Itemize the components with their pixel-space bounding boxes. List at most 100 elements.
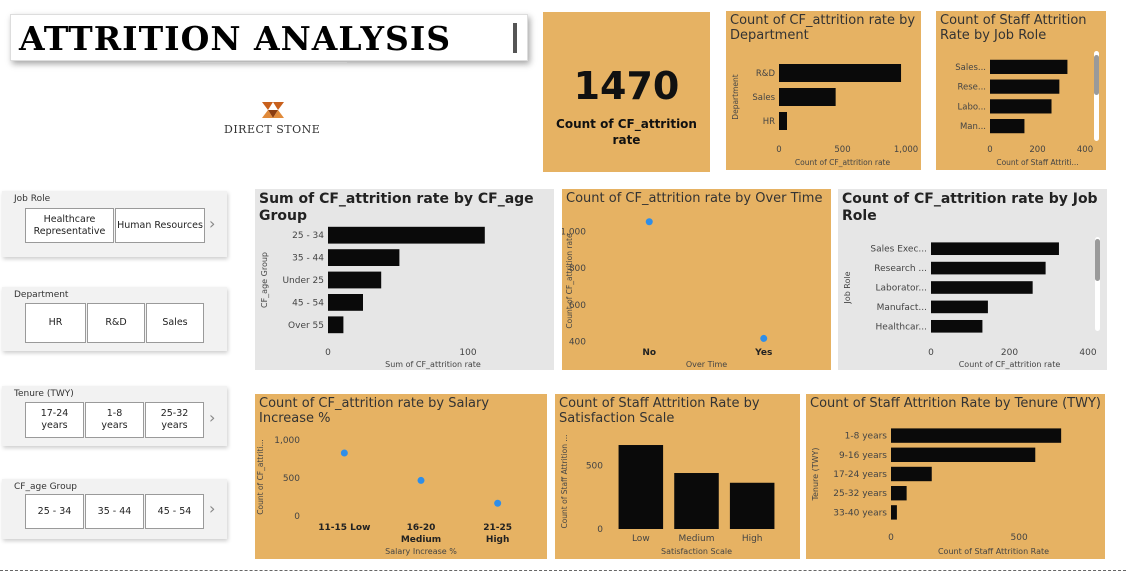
bar [328, 271, 382, 289]
x-tick-label: 100 [459, 348, 476, 358]
y-tick-label: R&D [756, 69, 776, 79]
chart-panel-satisfaction[interactable]: Count of Staff Attrition Rate by Satisfa… [555, 394, 800, 559]
slicer-label: Tenure (TWY) [14, 389, 74, 399]
title-banner: ATTRITION ANALYSIS [10, 14, 528, 61]
y-tick-label: Under 25 [282, 276, 324, 286]
chart-title: Count of CF_attrition rate by Job Role [842, 191, 1098, 224]
y-tick-label: Healthcar... [876, 322, 927, 332]
chart-panel-tenure[interactable]: Count of Staff Attrition Rate by Tenure … [806, 394, 1105, 559]
x-tick-label: 0 [325, 348, 331, 358]
y-tick-label: Rese... [957, 83, 986, 93]
bar [674, 473, 719, 529]
y-tick-label: 45 - 54 [292, 298, 324, 308]
slicer-option-25-34[interactable]: 25 - 34 [25, 494, 84, 529]
bar [931, 261, 1046, 275]
y-tick-label: Sales Exec... [870, 245, 927, 255]
slicer-age-group: CF_age Group 25 - 34 35 - 44 45 - 54 › [2, 479, 227, 539]
slicer-option-healthcare-representative[interactable]: Healthcare Representative [25, 208, 114, 243]
bar [891, 486, 907, 501]
chevron-right-icon[interactable]: › [209, 499, 216, 518]
slicer-tenure: Tenure (TWY) 17-24 years 1-8 years 25-32… [2, 386, 227, 446]
kpi-label: Count of CF_attrition rate [556, 117, 697, 147]
chart-title: Count of CF_attrition rate by Department [730, 13, 916, 43]
data-point [340, 449, 348, 457]
scrollbar[interactable] [1094, 51, 1099, 141]
x-tick-label: 0 [888, 533, 894, 543]
slicer-option-human-resources[interactable]: Human Resources [115, 208, 205, 243]
chevron-right-icon[interactable]: › [209, 408, 216, 427]
chart-panel-age-group[interactable]: Sum of CF_attrition rate by CF_age Group… [255, 189, 554, 370]
age-group-bar-chart: 25 - 34 35 - 44 Under 25 45 - 54 Over 55 0 100… [260, 226, 485, 369]
bar [891, 447, 1036, 462]
bar [990, 59, 1068, 74]
jobrole-bar-chart: Sales Exec... Research ... Laborator... Man… [843, 242, 1097, 369]
scrollbar-thumb[interactable] [1095, 239, 1100, 281]
x-tick-label: Medium [679, 534, 715, 544]
title-underline [200, 62, 347, 63]
chart-panel-department[interactable]: Count of CF_attrition rate by Department… [726, 11, 921, 170]
y-tick-label: Man... [960, 122, 986, 132]
y-axis-label: Count of Staff Attrition ... [560, 434, 569, 528]
y-axis-label: Count of CF_attriti... [256, 439, 265, 514]
y-tick-label: 500 [283, 474, 300, 484]
chart-title: Count of Staff Attrition Rate by Job Rol… [940, 13, 1087, 43]
logo-mark-icon [262, 102, 284, 118]
chart-title: Count of CF_attrition rate by Over Time [566, 191, 823, 206]
y-tick-label: 1-8 years [845, 432, 888, 442]
x-tick-label: 500 [834, 145, 850, 155]
slicer-option-17-24-years[interactable]: 17-24 years [25, 402, 84, 438]
slicer-option-hr[interactable]: HR [25, 303, 86, 343]
bar [931, 319, 983, 333]
slicer-option-1-8-years[interactable]: 1-8 years [85, 402, 144, 438]
chart-panel-overtime[interactable]: Count of CF_attrition rate by Over Time … [562, 189, 831, 370]
y-tick-label: 1,000 [274, 436, 300, 446]
y-tick-label: 400 [569, 337, 586, 347]
y-tick-label: Sales... [955, 63, 986, 73]
bar [328, 294, 363, 311]
y-tick-label: 35 - 44 [292, 254, 324, 264]
chart-panel-jobrole-small[interactable]: Count of Staff Attrition Rate by Job Rol… [936, 11, 1106, 170]
bar [328, 249, 400, 266]
scrollbar-thumb[interactable] [1094, 55, 1099, 95]
y-tick-label: Labo... [958, 102, 987, 112]
slicer-label: CF_age Group [14, 482, 77, 492]
slicer-job-role: Job Role Healthcare Representative Human… [2, 191, 227, 257]
kpi-card[interactable]: 1470 Count of CF_attrition rate [543, 12, 710, 172]
x-axis-label: Count of CF_attrition rate [795, 158, 891, 167]
scrollbar[interactable] [1095, 237, 1100, 331]
satisfaction-bar-chart: 0 500 Low Medium High Satisfaction Scale Count… [560, 434, 775, 556]
slicer-option-sales[interactable]: Sales [146, 303, 204, 343]
slicer-label: Department [14, 290, 69, 300]
x-tick-label: 400 [1079, 348, 1096, 358]
data-point [494, 499, 502, 507]
y-axis-label: Count of CF_attrition rate [565, 233, 574, 329]
slicer-option-35-44[interactable]: 35 - 44 [85, 494, 144, 529]
x-tick-label: Yes [754, 348, 772, 358]
tenure-bar-chart: 1-8 years 9-16 years 17-24 years 25-32 year… [811, 428, 1062, 556]
jobrole-small-bar-chart: Sales... Rese... Labo... Man... 0 200 400 Count… [955, 59, 1093, 167]
chart-panel-jobrole-big[interactable]: Count of CF_attrition rate by Job Role S… [838, 189, 1107, 370]
y-tick-label: 600 [569, 301, 586, 311]
x-tick-label: Low [632, 534, 650, 544]
bar [931, 300, 988, 314]
bar [891, 466, 932, 482]
x-tick-label: 1,000 [894, 145, 918, 155]
x-tick-label: Medium [401, 535, 441, 545]
bar [328, 316, 344, 334]
slicer-department: Department HR R&D Sales [2, 287, 227, 351]
slicer-option-25-32-years[interactable]: 25-32 years [145, 402, 204, 438]
chart-panel-salary[interactable]: Count of CF_attrition rate by Salary Inc… [255, 394, 547, 559]
bar [990, 99, 1052, 114]
x-axis-label: Sum of CF_attrition rate [385, 360, 481, 369]
x-tick-label: 0 [776, 145, 781, 155]
slicer-option-rd[interactable]: R&D [87, 303, 145, 343]
y-axis-label: Department [731, 74, 740, 119]
x-tick-label: 0 [987, 145, 992, 155]
x-tick-label: 16-20 [407, 523, 436, 533]
bar [891, 505, 897, 520]
overtime-scatter-chart: 400 600 800 1,000 No Yes Over Time Count of CF_… [562, 218, 772, 369]
x-tick-label: 500 [1011, 533, 1028, 543]
slicer-option-45-54[interactable]: 45 - 54 [145, 494, 204, 529]
chevron-right-icon[interactable]: › [209, 214, 216, 233]
x-axis-label: Count of CF_attrition rate [959, 360, 1061, 369]
